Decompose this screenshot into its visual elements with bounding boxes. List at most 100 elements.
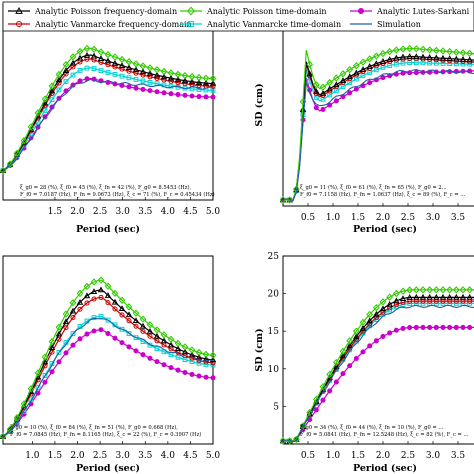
series-poisson-freq — [0, 286, 217, 439]
data-point — [413, 324, 419, 330]
data-point — [132, 60, 140, 68]
data-point — [446, 293, 453, 300]
x-tick-label: 3.0 — [426, 213, 441, 223]
x-axis-label: Period (sec) — [353, 463, 417, 474]
series-line — [283, 289, 474, 442]
data-point — [352, 327, 360, 335]
data-point — [380, 75, 386, 81]
data-point — [104, 282, 112, 290]
data-point — [83, 282, 91, 291]
data-point — [373, 60, 380, 67]
data-point — [439, 47, 447, 55]
data-point — [104, 50, 112, 59]
panel-top-left: ξ_g0 = 28 (%), ξ_f0 = 45 (%), ξ_fn = 42 … — [0, 3, 221, 235]
legend-marker — [357, 7, 365, 15]
data-point — [112, 335, 118, 341]
data-point — [56, 359, 62, 365]
data-point — [69, 307, 77, 314]
data-point — [347, 90, 353, 96]
data-point — [333, 379, 339, 385]
x-tick-label: 1.0 — [326, 451, 341, 461]
y-tick-label: 10 — [268, 365, 280, 375]
data-point — [154, 346, 160, 352]
data-point — [299, 422, 307, 430]
data-point — [413, 53, 420, 60]
data-point — [139, 68, 147, 75]
data-point — [446, 47, 454, 56]
series-poisson-time — [0, 44, 217, 175]
data-point — [27, 123, 35, 131]
legend-label: Simulation — [377, 20, 421, 29]
data-point — [112, 306, 118, 312]
data-point — [426, 293, 433, 300]
data-point — [196, 373, 202, 379]
data-point — [13, 149, 21, 157]
data-point — [48, 82, 56, 90]
data-point — [27, 385, 35, 393]
data-point — [160, 67, 168, 76]
data-point — [133, 77, 139, 82]
axes-frame — [2, 255, 214, 445]
data-point — [427, 324, 433, 330]
data-point — [63, 79, 69, 84]
series-line — [283, 326, 474, 442]
data-point — [147, 74, 153, 80]
data-point — [419, 45, 427, 53]
data-point — [210, 94, 216, 100]
data-point — [466, 56, 473, 63]
data-point — [209, 79, 217, 86]
data-point — [69, 299, 77, 307]
x-tick-label: 3.0 — [116, 451, 131, 461]
data-point — [154, 359, 160, 365]
data-point — [181, 71, 189, 80]
data-point — [77, 336, 83, 342]
data-point — [35, 385, 41, 391]
data-point — [119, 73, 125, 79]
data-point — [147, 355, 153, 361]
data-point — [132, 309, 140, 317]
data-point — [346, 337, 354, 345]
data-point — [327, 388, 333, 394]
data-point — [126, 75, 132, 81]
data-point — [399, 53, 407, 60]
data-point — [333, 81, 340, 88]
data-point — [97, 286, 105, 293]
data-point — [440, 61, 446, 66]
legend-marker — [188, 21, 194, 27]
x-tick-label: 4.5 — [183, 451, 198, 461]
data-point — [48, 337, 56, 346]
data-point — [467, 324, 473, 330]
x-tick-label: 2.5 — [401, 451, 416, 461]
data-point — [132, 66, 140, 73]
data-point — [181, 77, 189, 84]
data-point — [97, 55, 105, 61]
data-point — [379, 298, 387, 306]
data-point — [292, 435, 300, 444]
data-point — [459, 55, 467, 62]
x-tick-label: 5.0 — [206, 207, 221, 217]
data-point — [62, 60, 70, 69]
data-point — [372, 52, 380, 60]
data-point — [154, 338, 160, 344]
data-point — [104, 57, 112, 64]
data-point — [160, 73, 168, 80]
data-point — [195, 348, 203, 357]
x-tick-label: 3.0 — [426, 451, 441, 461]
data-point — [366, 55, 374, 63]
data-point — [203, 359, 209, 365]
legend-marker — [15, 20, 23, 28]
data-point — [367, 321, 373, 327]
data-point — [367, 343, 373, 349]
x-tick-label: 2.0 — [70, 207, 85, 217]
data-point — [426, 46, 434, 54]
data-point — [332, 74, 340, 82]
data-point — [353, 355, 359, 362]
data-point — [433, 54, 440, 61]
data-point — [413, 70, 419, 76]
x-tick-label: 3.5 — [451, 213, 466, 223]
y-axis-label: SD (cm) — [254, 328, 265, 371]
data-point — [419, 293, 427, 300]
data-point — [412, 286, 420, 294]
data-point — [84, 65, 90, 71]
data-point — [98, 327, 104, 333]
